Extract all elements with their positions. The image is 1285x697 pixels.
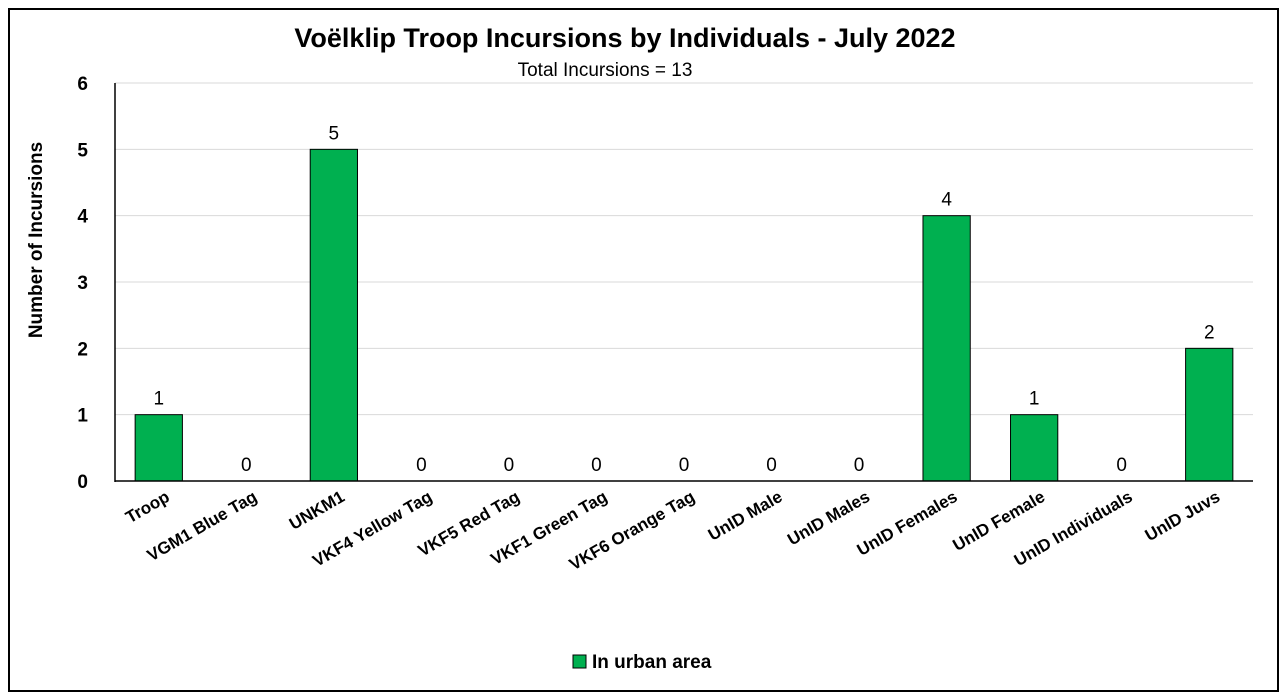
data-label: 1 <box>153 389 164 410</box>
gridlines <box>115 82 1253 416</box>
bar <box>922 215 971 482</box>
data-label: 1 <box>1029 389 1040 410</box>
legend-label: In urban area <box>592 652 712 673</box>
y-tick-label: 3 <box>77 273 88 294</box>
bar <box>1185 347 1234 482</box>
y-tick-label: 4 <box>77 207 88 228</box>
x-tick-label: UnID Juvs <box>1142 487 1224 545</box>
y-tick-label: 1 <box>77 406 88 427</box>
data-label: 4 <box>941 190 952 211</box>
x-tick-label: UNKM1 <box>286 487 348 534</box>
data-label: 0 <box>416 455 427 476</box>
data-label: 2 <box>1204 322 1215 343</box>
chart-title: Voëlklip Troop Incursions by Individuals… <box>294 23 955 53</box>
data-label: 0 <box>591 455 602 476</box>
legend-swatch <box>572 654 587 669</box>
legend: In urban area <box>572 652 712 673</box>
bars <box>134 148 1234 482</box>
bar <box>1010 414 1059 482</box>
data-label: 0 <box>504 455 515 476</box>
bar <box>134 414 183 482</box>
x-tick-label: Troop <box>122 487 172 527</box>
chart-subtitle: Total Incursions = 13 <box>518 60 693 81</box>
data-label: 5 <box>329 123 340 144</box>
y-tick-label: 0 <box>77 472 88 493</box>
y-tick-label: 6 <box>77 74 88 95</box>
data-label: 0 <box>241 455 252 476</box>
bar <box>309 148 358 482</box>
x-tick-label: UnID Male <box>705 487 786 545</box>
data-label: 0 <box>1116 455 1127 476</box>
data-label: 0 <box>766 455 777 476</box>
y-tick-label: 5 <box>77 140 88 161</box>
y-axis-ticks: 0 1 2 3 4 5 6 <box>77 74 88 493</box>
data-label: 0 <box>854 455 865 476</box>
chart-frame <box>8 8 1279 692</box>
y-tick-label: 2 <box>77 339 88 360</box>
y-axis-label: Number of Incursions <box>26 142 47 338</box>
data-label: 0 <box>679 455 690 476</box>
